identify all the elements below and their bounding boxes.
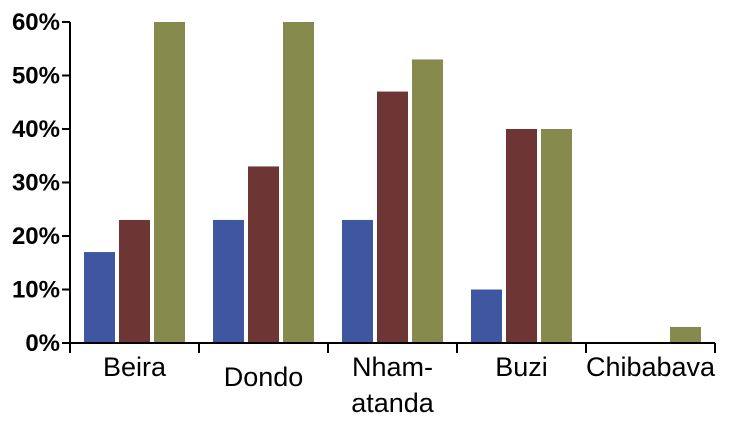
bars <box>84 22 701 343</box>
bar-1 <box>213 219 244 343</box>
bar-1 <box>84 252 115 343</box>
bar-2 <box>248 166 279 343</box>
bar-2 <box>506 129 537 343</box>
x-tick-label: Nham-atanda <box>351 352 435 418</box>
y-tick-label: 20% <box>12 223 60 250</box>
y-tick-label: 50% <box>12 63 60 90</box>
bar-2 <box>377 91 408 343</box>
y-tick-label: 40% <box>12 116 60 143</box>
x-tick-label: Dondo <box>224 362 304 392</box>
x-tick-label: Buzi <box>495 352 548 382</box>
y-tick-label: 10% <box>12 277 60 304</box>
bar-1 <box>471 289 502 343</box>
y-tick-label: 30% <box>12 170 60 197</box>
y-tick-label: 0% <box>25 330 60 357</box>
y-axis: 0% 10% 20% 30% 40% 50% 60% <box>12 9 71 357</box>
bar-1 <box>342 219 373 343</box>
y-tick-label: 60% <box>12 9 60 36</box>
bar-3 <box>154 22 185 343</box>
x-tick-label: Beira <box>103 352 167 382</box>
x-axis: Beira Dondo Nham-atanda Buzi Chibabava <box>69 342 716 418</box>
x-tick-label: Chibabava <box>586 352 716 382</box>
bar-3 <box>412 59 443 343</box>
bar-2 <box>119 219 150 343</box>
bar-3 <box>670 326 701 343</box>
bar-3 <box>541 129 572 343</box>
bar-3 <box>283 22 314 343</box>
